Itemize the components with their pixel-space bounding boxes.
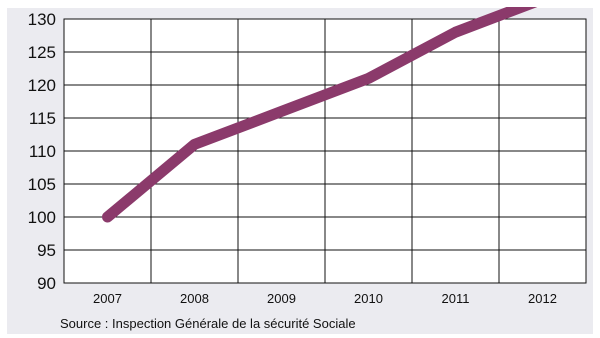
x-tick-label: 2007 [93,291,122,306]
y-tick-label: 110 [29,142,56,161]
x-tick-label: 2010 [354,291,383,306]
x-tick-label: 2012 [528,291,557,306]
source-note: Source : Inspection Générale de la sécur… [60,316,356,331]
y-tick-label: 105 [28,175,56,194]
y-tick-label: 90 [37,274,56,293]
y-tick-label: 100 [28,208,56,227]
series-line [102,7,538,223]
y-tick-label: 95 [37,241,56,260]
y-tick-label: 120 [28,76,56,95]
y-tick-label: 115 [29,109,56,128]
y-tick-label: 125 [28,43,56,62]
x-tick-label: 2011 [442,291,470,306]
x-tick-label: 2008 [180,291,209,306]
y-tick-label: 130 [28,10,56,29]
x-tick-label: 2009 [267,291,296,306]
